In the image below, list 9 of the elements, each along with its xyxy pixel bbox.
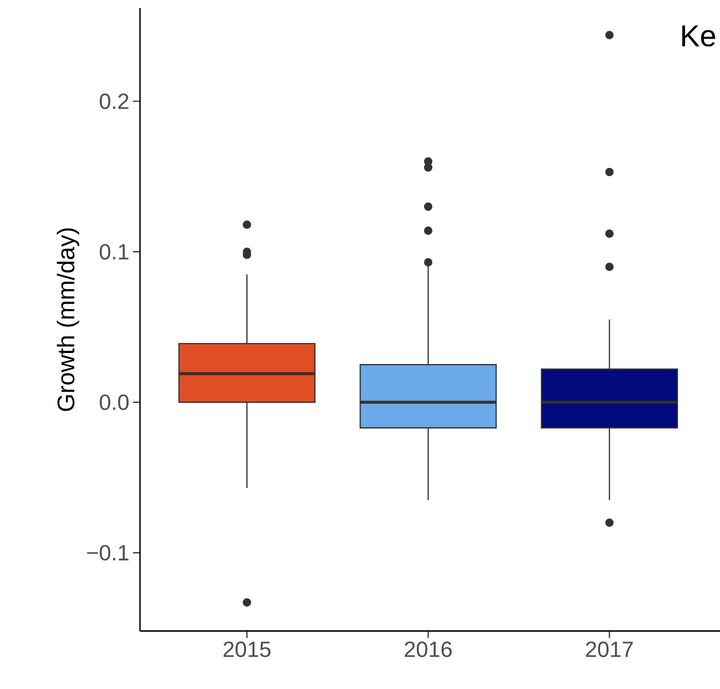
y-tick-label: 0.2 [100, 94, 128, 110]
annotation: Ke [682, 26, 716, 46]
x-tick-label: 2016 [404, 642, 452, 658]
x-tick-label: 2015 [224, 642, 270, 658]
y-tick-label: 0.0 [100, 394, 129, 410]
y-axis-title: Growth (mm/day) [56, 228, 80, 411]
y-tick-label: 0.1 [100, 244, 128, 260]
x-tick-label: 2017 [586, 642, 633, 658]
y-tick-label: −0.1 [87, 544, 128, 561]
